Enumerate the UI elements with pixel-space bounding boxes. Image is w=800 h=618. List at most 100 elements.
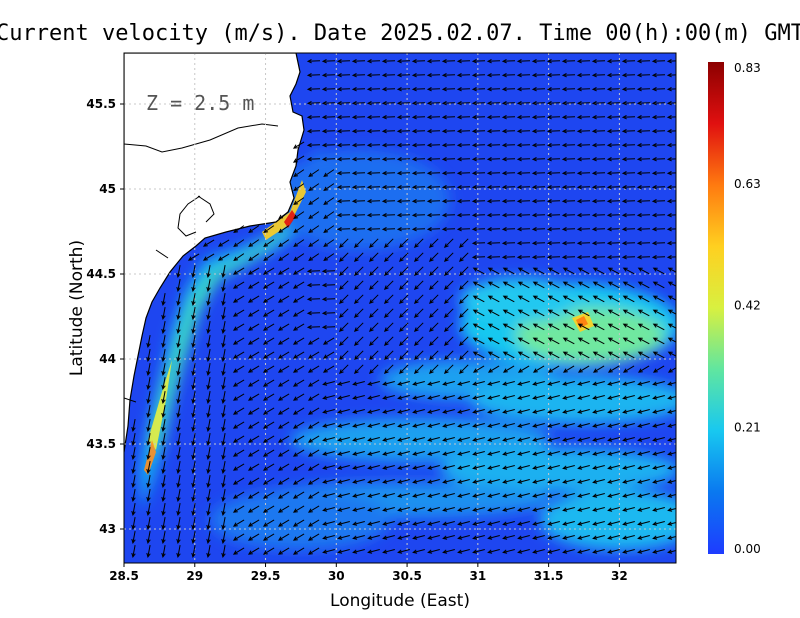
- velocity-arrow: [428, 364, 439, 375]
- velocity-arrow: [366, 170, 381, 176]
- velocity-arrow: [367, 493, 380, 498]
- velocity-arrow: [368, 308, 379, 319]
- velocity-arrow: [622, 323, 635, 331]
- velocity-arrow: [517, 395, 530, 400]
- velocity-arrow: [502, 423, 515, 428]
- velocity-arrow: [278, 239, 290, 248]
- velocity-arrow: [306, 142, 321, 148]
- velocity-arrow: [486, 142, 501, 148]
- velocity-arrow: [501, 254, 516, 260]
- velocity-arrow: [411, 226, 426, 232]
- velocity-arrow: [131, 461, 136, 475]
- velocity-arrow: [292, 435, 305, 443]
- velocity-arrow: [338, 280, 349, 291]
- velocity-arrow: [577, 549, 590, 554]
- velocity-arrow: [576, 114, 591, 120]
- velocity-arrow: [247, 351, 260, 359]
- velocity-arrow: [471, 86, 486, 92]
- velocity-arrow: [351, 72, 366, 78]
- velocity-arrow: [398, 266, 409, 277]
- velocity-arrow: [592, 535, 605, 540]
- velocity-arrow: [411, 212, 426, 218]
- velocity-arrow: [531, 142, 546, 148]
- velocity-arrow: [381, 184, 396, 190]
- velocity-arrow: [577, 365, 590, 373]
- velocity-arrow: [516, 170, 531, 176]
- velocity-arrow: [472, 295, 485, 303]
- velocity-arrow: [576, 226, 591, 232]
- velocity-arrow: [516, 240, 531, 246]
- velocity-arrow: [233, 253, 245, 262]
- velocity-arrow: [486, 240, 501, 246]
- velocity-arrow: [232, 365, 245, 373]
- velocity-arrow: [591, 212, 606, 218]
- velocity-arrow: [637, 309, 650, 317]
- velocity-arrow: [591, 72, 606, 78]
- velocity-arrow: [412, 423, 425, 428]
- velocity-arrow: [652, 493, 665, 498]
- velocity-arrow: [367, 465, 380, 470]
- velocity-arrow: [367, 507, 380, 512]
- velocity-arrow: [351, 58, 366, 64]
- velocity-arrow: [321, 142, 336, 148]
- velocity-arrow: [353, 238, 364, 249]
- velocity-arrow: [277, 393, 290, 401]
- velocity-arrow: [456, 86, 471, 92]
- velocity-arrow: [336, 142, 351, 148]
- velocity-arrow: [652, 351, 665, 359]
- velocity-arrow: [516, 184, 531, 190]
- velocity-arrow: [457, 507, 470, 512]
- velocity-arrow: [247, 309, 260, 317]
- velocity-arrow: [666, 156, 676, 162]
- velocity-arrow: [221, 335, 226, 349]
- velocity-arrow: [322, 337, 335, 345]
- velocity-arrow: [292, 309, 305, 317]
- velocity-arrow: [367, 409, 380, 414]
- velocity-arrow: [411, 170, 426, 176]
- velocity-arrow: [531, 156, 546, 162]
- velocity-arrow: [206, 461, 211, 475]
- velocity-arrow: [397, 479, 410, 484]
- velocity-arrow: [321, 282, 336, 288]
- velocity-arrow: [381, 212, 396, 218]
- velocity-arrow: [516, 156, 531, 162]
- velocity-arrow: [307, 421, 320, 429]
- velocity-arrow: [547, 267, 560, 275]
- velocity-arrow: [486, 114, 501, 120]
- colorbar-tick-label: 0.00: [734, 542, 761, 556]
- velocity-arrow: [531, 100, 546, 106]
- velocity-arrow: [441, 184, 456, 190]
- velocity-arrow: [456, 58, 471, 64]
- velocity-arrow: [472, 465, 485, 470]
- velocity-arrow: [307, 435, 320, 443]
- velocity-arrow: [622, 465, 635, 470]
- velocity-arrow: [577, 451, 590, 456]
- velocity-arrow: [411, 86, 426, 92]
- velocity-arrow: [397, 493, 410, 498]
- velocity-arrow: [262, 393, 275, 401]
- velocity-arrow: [636, 170, 651, 176]
- velocity-arrow: [293, 253, 305, 262]
- velocity-arrow: [487, 309, 500, 317]
- velocity-arrow: [427, 451, 440, 456]
- velocity-arrow: [592, 365, 605, 373]
- velocity-arrow: [307, 533, 320, 541]
- velocity-arrow: [247, 519, 260, 527]
- velocity-arrow: [607, 465, 620, 470]
- velocity-arrow: [412, 521, 425, 526]
- velocity-arrow: [292, 407, 305, 415]
- velocity-arrow: [232, 267, 245, 275]
- velocity-arrow: [666, 212, 676, 218]
- velocity-arrow: [247, 281, 260, 289]
- velocity-arrow: [232, 407, 245, 415]
- velocity-arrow: [607, 323, 620, 331]
- velocity-arrow: [247, 393, 260, 401]
- velocity-arrow: [456, 198, 471, 204]
- velocity-arrow: [336, 226, 351, 232]
- velocity-arrow: [606, 114, 621, 120]
- velocity-arrow: [277, 533, 290, 541]
- x-tick-label: 29: [186, 569, 203, 583]
- velocity-arrow: [321, 100, 336, 106]
- velocity-arrow: [292, 449, 305, 457]
- velocity-arrow: [457, 381, 470, 386]
